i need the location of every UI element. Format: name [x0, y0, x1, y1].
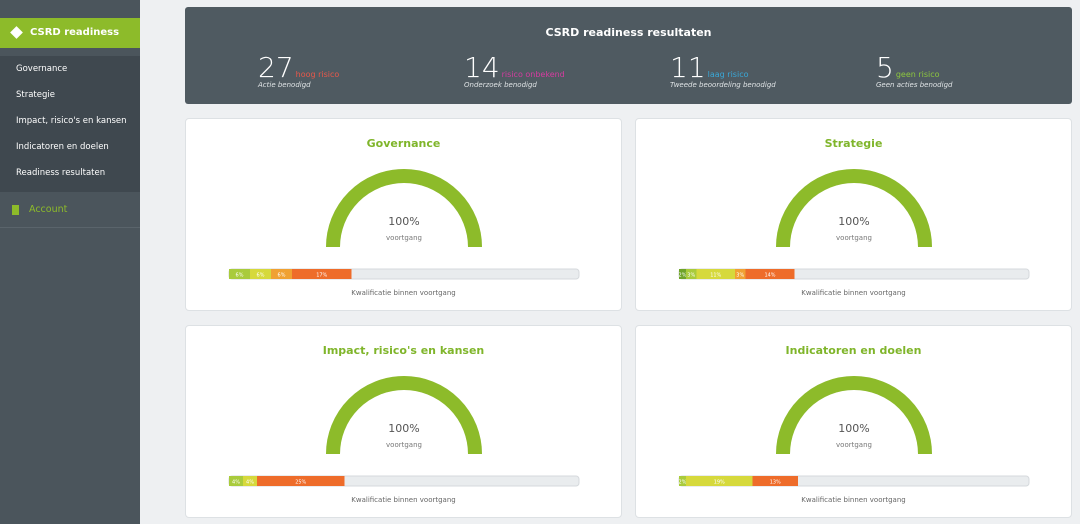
segment-label: 4%	[246, 480, 254, 486]
gauge-label: 100%	[388, 215, 419, 228]
card-title: Strategie	[824, 137, 883, 150]
segment-label: 2%	[679, 273, 687, 279]
stat-sub: Onderzoek benodigd	[464, 81, 537, 89]
stat-label: laag risico	[707, 70, 749, 79]
card: Impact, risico's en kansen 100% voortgang 4…	[185, 325, 622, 518]
bar-segment	[229, 476, 243, 486]
bar-segment	[752, 476, 798, 486]
stat-count: 5	[876, 51, 894, 84]
gauge-caption: voortgang	[386, 441, 422, 449]
card-caption: Kwalificatie binnen voortgang	[351, 496, 456, 504]
segment-label: 6%	[257, 273, 265, 279]
gauge-arc	[326, 169, 482, 248]
stat-sub: Geen acties benodigd	[876, 81, 953, 89]
stat-sub: Actie benodigd	[258, 81, 311, 89]
bar-segment	[250, 269, 271, 279]
gauge-label: 100%	[388, 422, 419, 435]
bar-segment	[686, 476, 753, 486]
card-caption: Kwalificatie binnen voortgang	[801, 289, 906, 297]
gauge-label: 100%	[838, 215, 869, 228]
card-graphics: 100% voortgang 4% 4% 25%	[228, 376, 580, 487]
bar-segment	[229, 269, 250, 279]
stat-count: 27	[258, 51, 294, 84]
segment-label: 13%	[770, 480, 781, 486]
stat-label: geen risico	[895, 70, 940, 79]
card-title: Indicatoren en doelen	[785, 344, 922, 357]
gauge-arc	[326, 376, 482, 455]
account-link[interactable]: Account	[0, 194, 140, 228]
card: Strategie 100% voortgang 2% 3% 11% 3% 14% Kwalif…	[635, 118, 1072, 311]
stat: 14 risico onbekend Onderzoek benodigd	[464, 51, 565, 89]
segment-label: 6%	[236, 273, 244, 279]
card: Governance 100% voortgang 6% 6% 6% 17% Kwalific…	[185, 118, 622, 311]
stat: 5 geen risico Geen acties benodigd	[876, 51, 952, 89]
stat: 27 hoog risico Actie benodigd	[258, 51, 340, 89]
gauge-caption: voortgang	[836, 441, 872, 449]
submenu: Governance Strategie Impact, risico's en k…	[0, 56, 140, 192]
segment-label: 17%	[316, 273, 327, 279]
segment-label: 3%	[736, 273, 744, 279]
active-menu-item[interactable]: CSRD readiness (NL)	[0, 18, 140, 68]
gauge-caption: voortgang	[836, 234, 872, 242]
segment-label: 4%	[232, 480, 240, 486]
card-title: Governance	[366, 137, 441, 150]
stat: 11 laag risico Tweede beoordeling benodigd	[670, 51, 776, 89]
segment-label: 3%	[687, 273, 695, 279]
stat-count: 11	[670, 51, 706, 84]
card: Indicatoren en doelen 100% voortgang 2% 19% 1…	[635, 325, 1072, 518]
bar-segment	[679, 476, 686, 486]
stat-count: 14	[464, 51, 500, 84]
menu-item[interactable]: Impact, risico's en kansen	[16, 116, 127, 126]
stat-label: hoog risico	[295, 70, 340, 79]
card-graphics: 100% voortgang 2% 19% 13%	[678, 376, 1030, 487]
card-caption: Kwalificatie binnen voortgang	[801, 496, 906, 504]
bar-segment	[243, 476, 257, 486]
segment-label: 19%	[714, 480, 725, 486]
segment-label: 11%	[710, 273, 721, 279]
gauge-arc	[776, 169, 932, 248]
bar-segment	[271, 269, 292, 279]
bar-segment	[679, 269, 686, 279]
bar-segment	[696, 269, 735, 279]
menu-item[interactable]: Strategie	[16, 90, 55, 100]
card-title: Impact, risico's en kansen	[322, 344, 485, 357]
card-caption: Kwalificatie binnen voortgang	[351, 289, 456, 297]
gauge-label: 100%	[838, 422, 869, 435]
gauge-arc	[776, 376, 932, 455]
menu-item[interactable]: Governance	[16, 64, 68, 74]
menu-item[interactable]: Readiness resultaten	[16, 168, 106, 178]
bar-segment	[257, 476, 345, 486]
bar-segment	[735, 269, 746, 279]
segment-label: 6%	[278, 273, 286, 279]
stat-sub: Tweede beoordeling benodigd	[670, 81, 776, 89]
bar-segment	[292, 269, 352, 279]
bar-segment	[745, 269, 795, 279]
menu-item[interactable]: Indicatoren en doelen	[16, 142, 109, 152]
summary-panel: CSRD readiness resultaten 27 hoog risico A…	[185, 7, 1072, 104]
segment-label: 25%	[295, 480, 306, 486]
card-graphics: 100% voortgang 6% 6% 6% 17%	[228, 169, 580, 280]
stat-label: risico onbekend	[501, 70, 565, 79]
segment-label: 14%	[764, 273, 775, 279]
sidebar: CSRD readiness (NL) Governance Strategie I…	[0, 0, 140, 524]
gauge-caption: voortgang	[386, 234, 422, 242]
summary-title: CSRD readiness resultaten	[545, 26, 712, 39]
segment-label: 2%	[679, 480, 687, 486]
bar-segment	[686, 269, 697, 279]
